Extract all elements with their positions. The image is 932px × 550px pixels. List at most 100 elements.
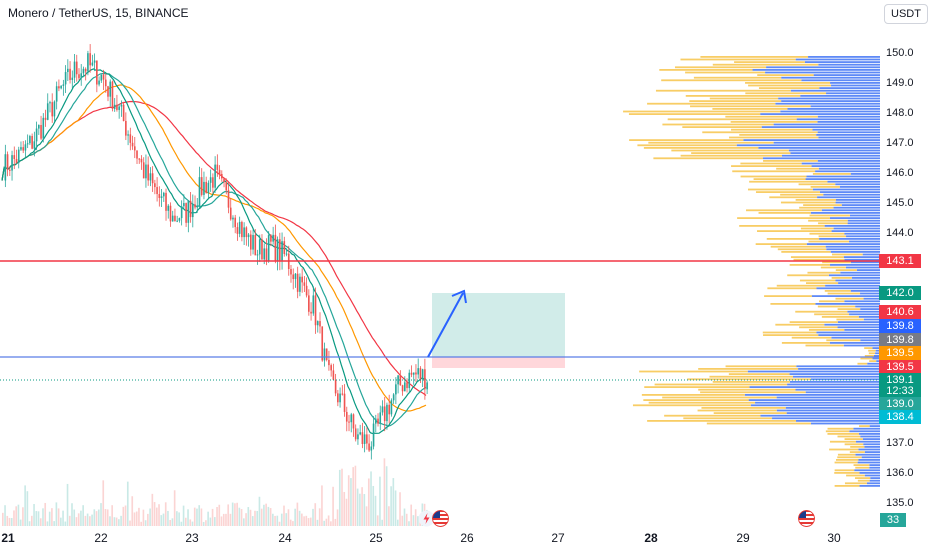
volume-bar — [118, 519, 120, 526]
position-zones[interactable] — [432, 293, 565, 368]
volume-profile-up-bar — [831, 336, 880, 339]
currency-button[interactable]: USDT — [884, 4, 928, 24]
volume-profile-down-bar — [795, 199, 836, 201]
symbol-title[interactable]: Monero / TetherUS, 15, BINANCE — [8, 6, 189, 20]
candle-body — [138, 158, 141, 160]
volume-profile-down-bar — [740, 175, 807, 178]
us-flag-icon[interactable] — [432, 510, 449, 527]
volume-profile-down-bar — [844, 443, 864, 446]
candle-body — [44, 117, 47, 120]
lightning-icon[interactable] — [418, 510, 435, 527]
price-label: 139.1 — [879, 373, 921, 387]
volume-bar — [138, 507, 140, 526]
projection-arrow-shaft[interactable] — [427, 292, 464, 358]
price-chart[interactable] — [0, 0, 880, 550]
candle-body — [53, 101, 56, 117]
volume-profile-down-bar — [712, 108, 788, 110]
candle-body — [383, 406, 386, 422]
candle-body — [370, 446, 373, 451]
price-tick-label: 150.0 — [886, 47, 914, 59]
volume-bar — [198, 505, 201, 526]
candle-body — [15, 159, 18, 164]
volume-bar — [323, 520, 325, 526]
moving-average-line — [1, 68, 427, 435]
volume-bar — [129, 520, 131, 526]
volume-bar — [33, 504, 35, 526]
volume-profile-up-bar — [835, 201, 880, 204]
volume-profile-down-bar — [643, 399, 749, 401]
volume-bar — [254, 510, 256, 526]
volume-bar — [15, 506, 18, 526]
candle-body — [194, 204, 196, 208]
price-tick-label: 149.0 — [886, 77, 914, 89]
volume-profile-up-bar — [872, 347, 880, 349]
volume-profile-up-bar — [760, 113, 880, 115]
candle-body — [417, 368, 420, 375]
volume-profile-down-bar — [790, 256, 844, 258]
volume-bars — [2, 458, 428, 526]
volume-bar — [338, 469, 341, 526]
volume-profile-down-bar — [648, 141, 774, 144]
candle-body — [272, 234, 274, 242]
volume-bar — [68, 515, 71, 526]
price-label: 139.8 — [879, 319, 921, 333]
volume-profile-down-bar — [857, 362, 868, 365]
candle-body — [209, 177, 212, 183]
volume-profile-up-bar — [875, 352, 880, 355]
volume-profile-up-bar — [817, 121, 880, 123]
volume-profile-down-bar — [680, 154, 782, 157]
time-tick-label: 27 — [551, 531, 565, 545]
volume-bar — [227, 504, 230, 526]
volume-profile-up-bar — [810, 212, 880, 214]
target-zone[interactable] — [432, 293, 565, 357]
candle-body — [189, 200, 192, 218]
volume-profile-down-bar — [639, 370, 748, 373]
volume-bar — [31, 515, 33, 526]
volume-bar — [100, 503, 102, 526]
volume-profile-down-bar — [747, 188, 813, 191]
volume-profile-down-bar — [662, 123, 774, 126]
volume-bar — [171, 518, 174, 526]
horizontal-lines[interactable] — [0, 260, 880, 381]
volume-bar — [251, 516, 254, 526]
volume-bar — [135, 511, 138, 526]
candle-body — [401, 385, 404, 392]
candle-body — [147, 164, 149, 181]
price-label: 139.5 — [879, 360, 921, 374]
volume-bar — [24, 485, 26, 526]
volume-bar — [236, 502, 238, 526]
volume-bar — [115, 517, 118, 526]
candle-body — [392, 394, 395, 401]
volume-profile-down-bar — [732, 170, 816, 173]
volume-profile-up-bar — [773, 123, 880, 126]
volume-profile-down-bar — [687, 378, 811, 381]
volume-profile-up-bar — [810, 378, 880, 381]
price-axis[interactable] — [880, 0, 932, 550]
candle-body — [308, 295, 310, 312]
volume-bar — [332, 486, 334, 526]
projection-arrow-head[interactable] — [451, 289, 467, 304]
volume-bar — [200, 508, 203, 526]
candle-body — [256, 254, 259, 256]
candle-body — [310, 311, 312, 314]
stop-zone[interactable] — [432, 357, 565, 368]
projection-arrow[interactable] — [427, 289, 467, 358]
volume-bar — [209, 517, 212, 526]
volume-profile-up-bar — [870, 477, 880, 479]
volume-profile-down-bar — [763, 334, 819, 336]
volume-bar — [151, 493, 154, 526]
volume-profile-down-bar — [835, 459, 859, 461]
volume-profile-up-bar — [835, 199, 880, 201]
candle-body — [167, 205, 170, 211]
volume-bar — [71, 503, 73, 526]
candle-body — [49, 102, 51, 104]
candle-body — [274, 234, 277, 262]
volume-profile-up-bar — [811, 295, 880, 297]
us-flag-icon[interactable] — [798, 510, 815, 527]
volume-bar — [312, 508, 314, 526]
volume-profile-up-bar — [844, 329, 880, 331]
volume-profile-down-bar — [700, 391, 806, 394]
candle-body — [379, 412, 382, 424]
volume-profile-down-bar — [822, 261, 851, 264]
candle-body — [17, 149, 20, 164]
